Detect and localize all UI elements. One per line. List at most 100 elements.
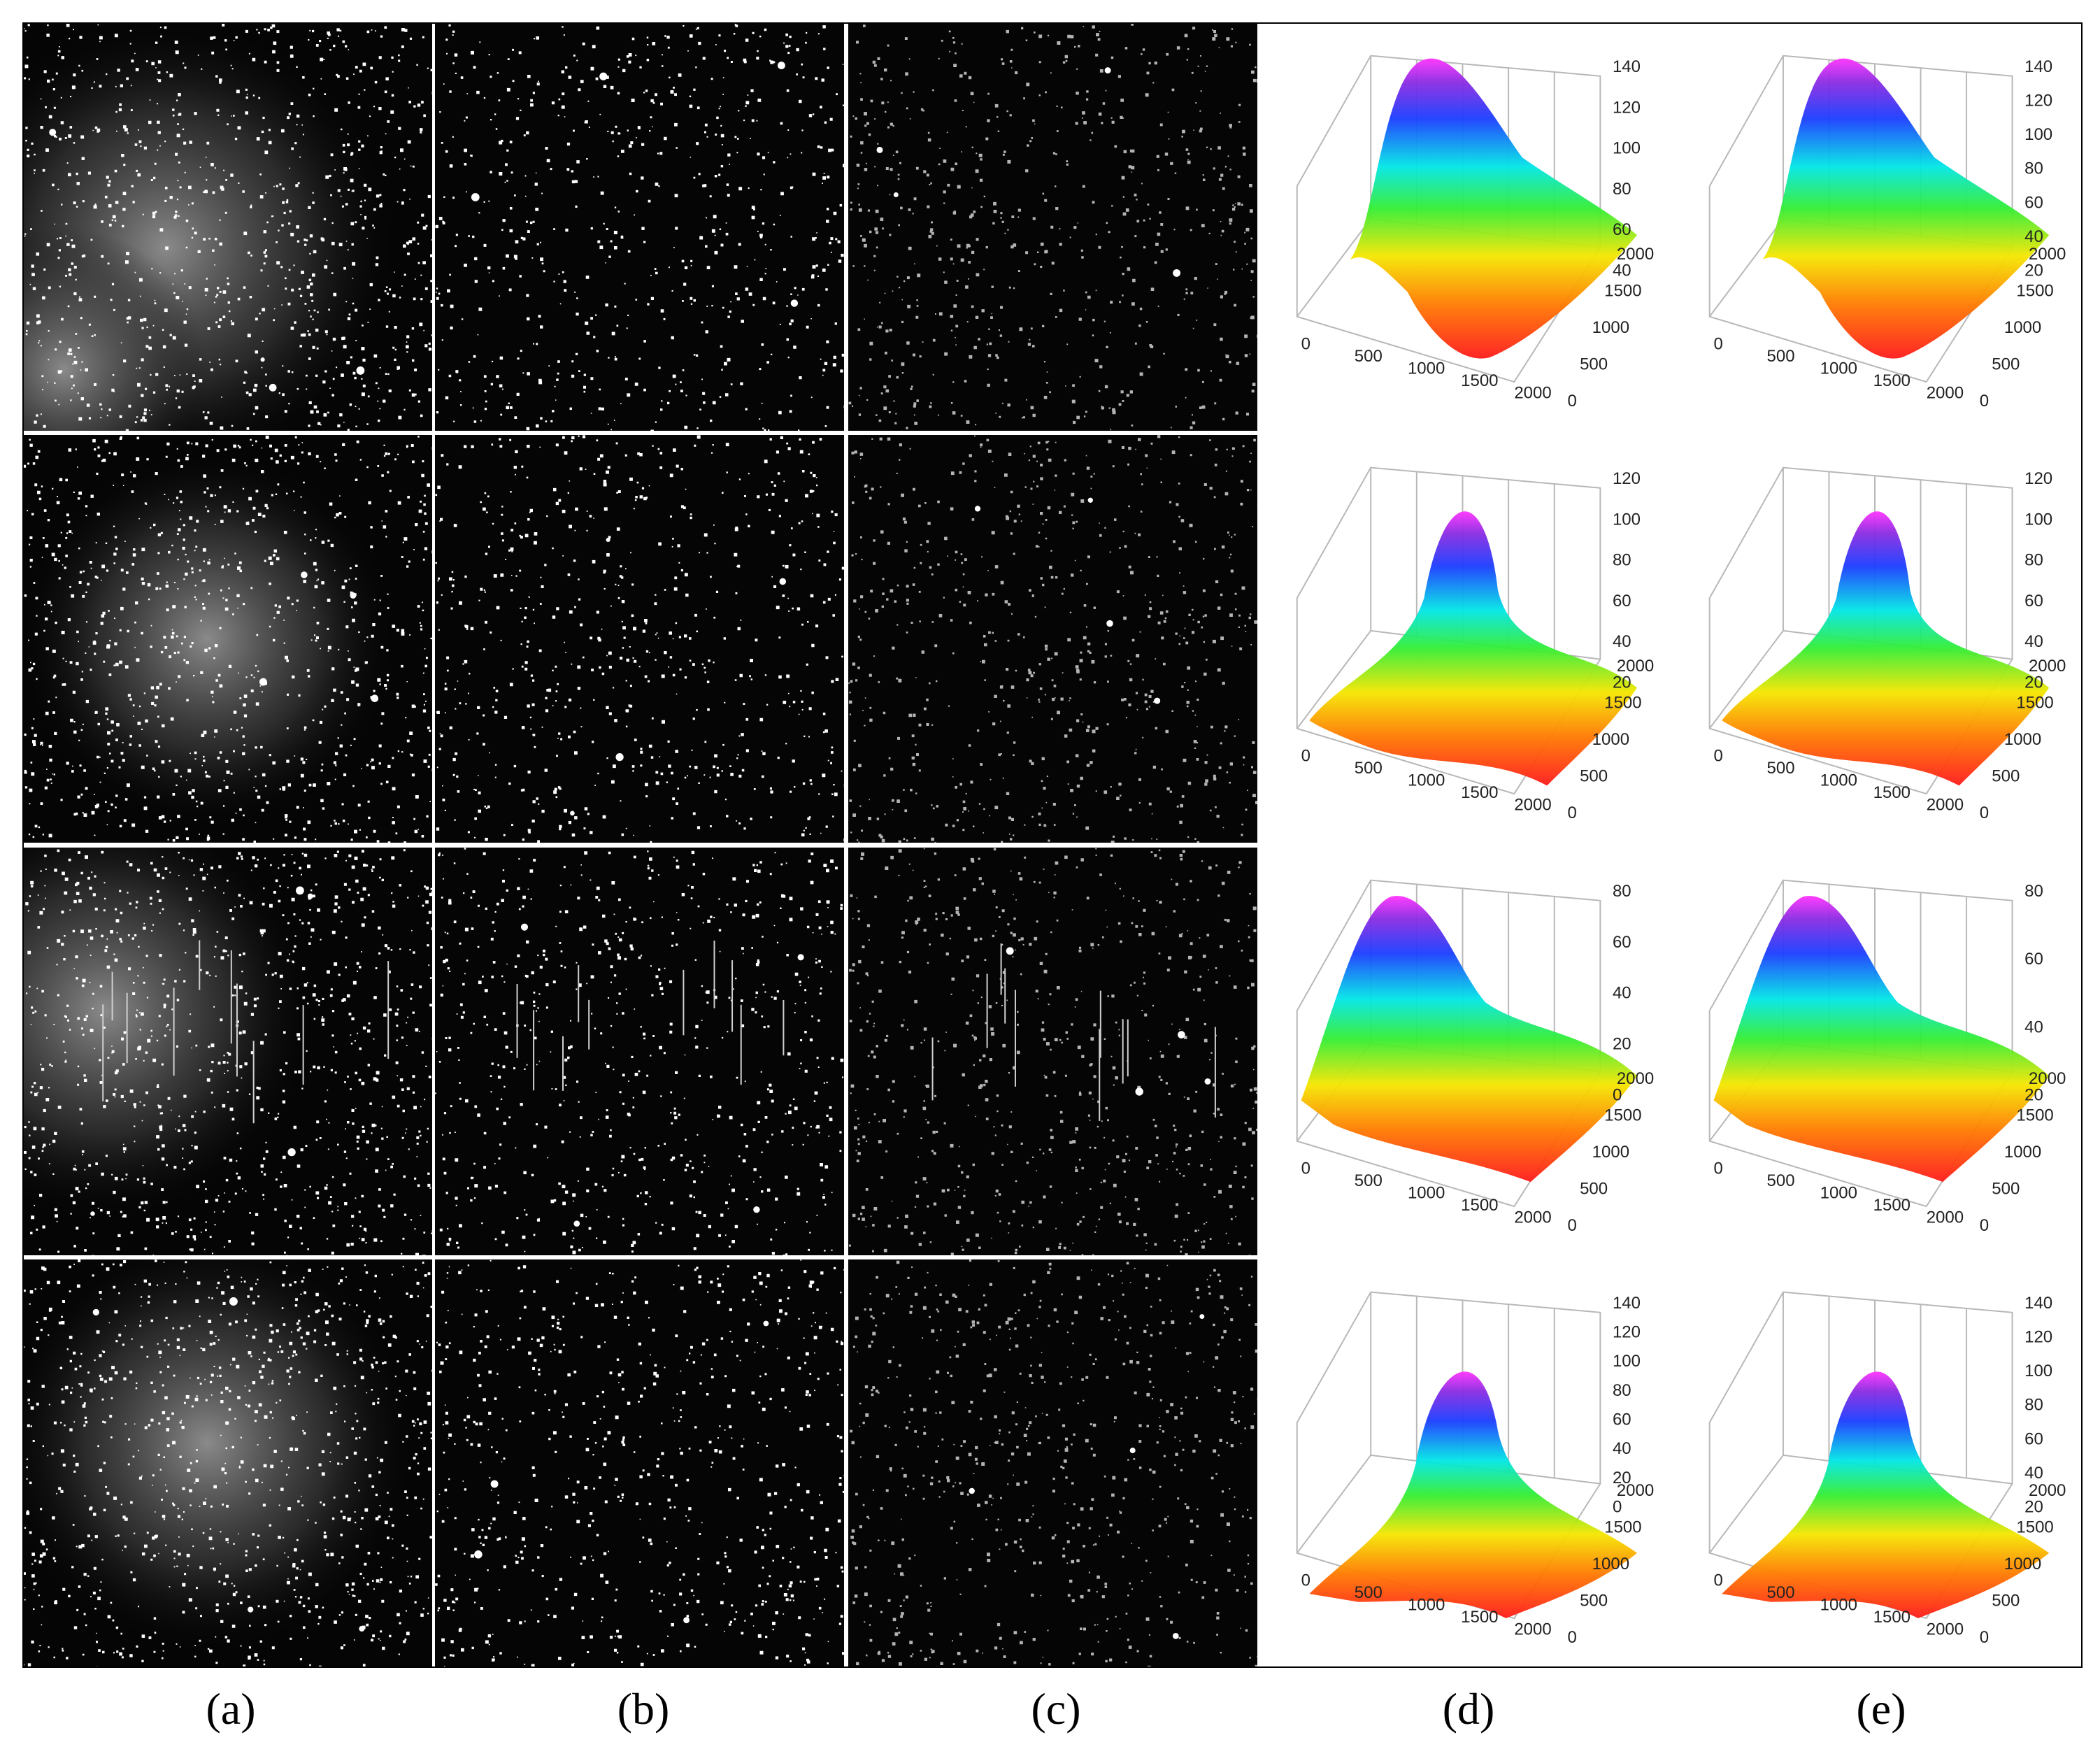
z-tick-label: 40 xyxy=(1613,632,1631,651)
x-tick-label: 0 xyxy=(1714,334,1723,353)
y-tick-label: 500 xyxy=(1992,355,2020,374)
y-tick-label: 1500 xyxy=(1604,694,1641,713)
x-tick-label: 1000 xyxy=(1408,1183,1445,1202)
z-tick-label: 80 xyxy=(1613,882,1631,901)
y-tick-label: 1000 xyxy=(2004,1555,2041,1573)
z-tick-label: 20 xyxy=(2024,1497,2043,1516)
x-tick-label: 1500 xyxy=(1461,1196,1498,1215)
z-tick-label: 80 xyxy=(1613,180,1631,199)
column-label-4: (e) xyxy=(1856,1684,1906,1734)
z-tick-label: 60 xyxy=(1613,592,1631,611)
z-tick-label: 140 xyxy=(1613,57,1641,76)
x-tick-label: 2000 xyxy=(1514,1208,1551,1227)
x-tick-label: 1000 xyxy=(1820,771,1857,790)
y-tick-label: 500 xyxy=(1580,1180,1608,1199)
z-tick-label: 60 xyxy=(1613,933,1631,952)
y-tick-label: 0 xyxy=(1980,804,1989,822)
z-tick-label: 20 xyxy=(1613,673,1631,692)
x-tick-label: 1500 xyxy=(1873,1608,1910,1627)
z-tick-label: 80 xyxy=(1613,1381,1631,1400)
z-tick-label: 40 xyxy=(2024,1464,2043,1483)
y-tick-label: 1500 xyxy=(2016,1106,2053,1125)
x-tick-label: 2000 xyxy=(1514,383,1551,402)
z-tick-label: 60 xyxy=(2024,592,2043,611)
y-tick-label: 0 xyxy=(1980,1216,1989,1235)
x-tick-label: 1000 xyxy=(1408,771,1445,790)
y-tick-label: 500 xyxy=(1992,1592,2020,1611)
y-tick-label: 2000 xyxy=(2029,245,2066,264)
surface xyxy=(1762,58,2050,359)
y-tick-label: 2000 xyxy=(2029,1069,2066,1088)
x-tick-label: 1000 xyxy=(1820,1183,1857,1202)
star-image-row3-cola xyxy=(23,848,436,1259)
z-tick-label: 20 xyxy=(2024,673,2043,692)
y-tick-label: 1500 xyxy=(2016,1518,2053,1537)
star-image-row3-colb xyxy=(435,848,844,1259)
z-tick-label: 40 xyxy=(1613,261,1631,280)
x-tick-label: 0 xyxy=(1714,746,1723,765)
column-label-0: (a) xyxy=(206,1684,255,1734)
column-label-3: (d) xyxy=(1443,1684,1495,1734)
z-tick-label: 40 xyxy=(2024,227,2043,246)
x-tick-label: 500 xyxy=(1355,347,1383,366)
surface xyxy=(1722,511,2050,786)
x-tick-label: 1000 xyxy=(1408,1595,1445,1614)
y-tick-label: 2000 xyxy=(1617,1481,1654,1500)
z-tick-label: 60 xyxy=(2024,1429,2043,1448)
y-tick-label: 1500 xyxy=(1604,282,1641,301)
figure-border xyxy=(22,22,2083,1668)
z-tick-label: 80 xyxy=(2024,159,2043,178)
z-tick-label: 140 xyxy=(2024,57,2052,76)
y-tick-label: 500 xyxy=(1992,767,2020,786)
column-label-1: (b) xyxy=(617,1684,670,1734)
column-labels: (a) (b) (c) (d) (e) xyxy=(206,1684,1906,1734)
surface xyxy=(1301,896,1638,1183)
y-tick-label: 1000 xyxy=(1592,730,1629,749)
star-image-row2-cola xyxy=(23,435,436,844)
surface xyxy=(1350,58,1638,359)
x-tick-label: 2000 xyxy=(1514,795,1551,814)
y-tick-label: 1000 xyxy=(1592,1143,1629,1162)
z-tick-label: 100 xyxy=(1613,139,1641,158)
z-tick-label: 100 xyxy=(1613,1352,1641,1371)
x-tick-label: 0 xyxy=(1301,334,1310,353)
z-tick-label: 40 xyxy=(2024,632,2043,651)
x-tick-label: 2000 xyxy=(1927,1208,1964,1227)
x-tick-label: 1500 xyxy=(1873,783,1910,802)
x-tick-label: 500 xyxy=(1355,1583,1383,1602)
z-tick-label: 80 xyxy=(2024,882,2043,901)
z-tick-label: 120 xyxy=(1613,1323,1641,1342)
y-tick-label: 500 xyxy=(1992,1180,2020,1199)
star-image-row2-colb xyxy=(435,435,848,843)
star-image-row1-cola xyxy=(23,23,435,432)
y-tick-label: 1500 xyxy=(2016,282,2053,301)
surface xyxy=(1309,1371,1638,1618)
y-tick-label: 0 xyxy=(1980,1628,1989,1647)
x-tick-label: 0 xyxy=(1301,1159,1310,1178)
x-tick-label: 2000 xyxy=(1514,1620,1551,1639)
z-tick-label: 60 xyxy=(1613,220,1631,239)
y-tick-label: 1000 xyxy=(2004,1143,2041,1162)
star-image-row2-colc xyxy=(848,435,1260,844)
x-tick-label: 500 xyxy=(1767,1171,1795,1190)
z-tick-label: 100 xyxy=(2024,510,2052,529)
z-tick-label: 120 xyxy=(1613,98,1641,117)
y-tick-label: 1000 xyxy=(1592,1555,1629,1573)
star-image-row4-cola xyxy=(23,1259,434,1669)
y-tick-label: 1000 xyxy=(2004,730,2041,749)
axes-box xyxy=(1708,1291,2013,1620)
star-image-row4-colb xyxy=(435,1259,845,1670)
y-tick-label: 0 xyxy=(1568,1216,1577,1235)
z-tick-label: 120 xyxy=(2024,92,2052,110)
x-tick-label: 1500 xyxy=(1461,783,1498,802)
star-image-row4-colc xyxy=(848,1259,1259,1671)
column-label-2: (c) xyxy=(1031,1684,1080,1734)
star-image-row3-colc xyxy=(848,848,1258,1257)
z-tick-label: 20 xyxy=(2024,1085,2043,1104)
